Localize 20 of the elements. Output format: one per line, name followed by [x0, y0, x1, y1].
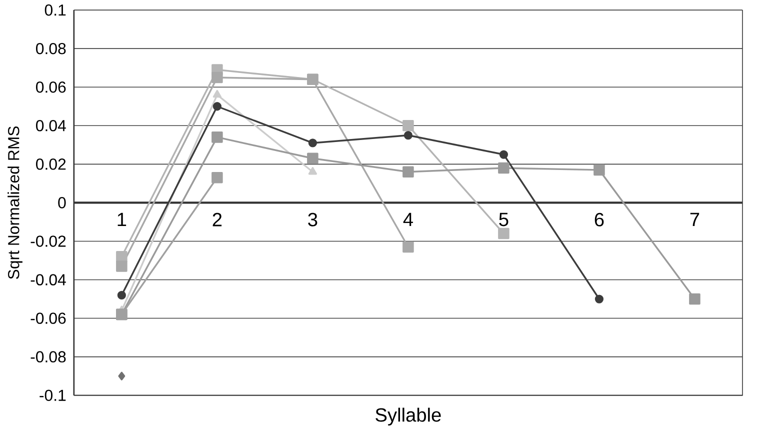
x-axis-title: Syllable — [376, 408, 441, 426]
x-tick-label: 1 — [118, 212, 126, 226]
x-tick-label: 2 — [212, 212, 222, 226]
y-tick-label: 0.02 — [36, 158, 66, 170]
y-tick-label: -0.04 — [30, 274, 66, 286]
y-tick-label: 0.1 — [44, 4, 66, 16]
y-tick-label: 0.08 — [36, 42, 66, 54]
x-tick-label: 6 — [594, 212, 604, 226]
y-tick-label: -0.02 — [30, 236, 66, 247]
y-tick-label: 0.06 — [36, 81, 66, 93]
x-tick-label: 7 — [690, 212, 700, 226]
y-tick-label: -0.08 — [30, 351, 66, 362]
y-tick-label: 0 — [58, 197, 66, 208]
y-tick-label: -0.06 — [30, 312, 66, 324]
y-axis-title: Sqrt Normalized RMS — [8, 126, 22, 279]
x-tick-label: 5 — [499, 212, 508, 226]
x-tick-label: 3 — [308, 212, 318, 226]
y-tick-label: -0.1 — [40, 390, 66, 401]
y-tick-label: 0.04 — [36, 120, 66, 132]
x-tick-label: 4 — [403, 212, 413, 226]
